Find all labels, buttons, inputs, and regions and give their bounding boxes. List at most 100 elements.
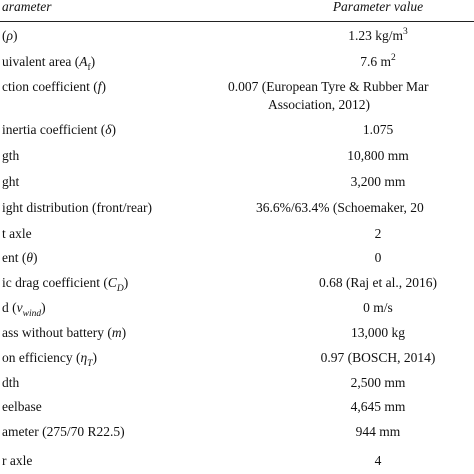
text-run: A [78,54,88,69]
header-cell: Parameter value [332,0,423,14]
header-cell: arameter [2,0,52,14]
text-run: dth [2,375,20,390]
parameter-cell: ent (θ) [2,250,38,265]
text-run: η [80,350,87,365]
text-run: 10,800 mm [347,148,409,163]
text-run: ) [92,350,97,365]
value-cell: 13,000 kg [351,325,405,340]
parameter-cell: (ρ) [2,28,17,43]
text-run: δ [105,122,112,137]
text-run: eelbase [2,399,42,414]
text-run: 2,500 mm [351,375,406,390]
text-run: 1.23 kg/m [348,28,403,43]
value-cell: 4 [375,453,382,468]
parameter-cell: gth [2,148,20,163]
text-run: ass without battery ( [2,325,112,340]
text-run: ameter (275/70 R22.5) [2,424,125,439]
text-run: d ( [2,300,17,315]
value-cell: 2 [375,226,382,241]
value-cell: 7.6 m2 [360,53,396,69]
text-run: ction coefficient ( [2,79,98,94]
text-run: 0.68 (Raj et al., 2016) [319,275,437,290]
text-run: uivalent area ( [2,54,80,69]
parameter-cell: ght [2,174,20,189]
text-run: D [116,284,124,294]
text-run: ρ [6,28,14,43]
text-run: 7.6 m [360,54,391,69]
text-run: 3 [403,27,408,37]
text-run: t axle [2,226,32,241]
text-run: C [108,275,118,290]
value-cell: 1.075 [363,122,394,137]
value-cell: 3,200 mm [351,174,406,189]
parameter-cell: d (vwind) [2,300,46,319]
text-run: f [87,62,91,73]
parameter-cell: ameter (275/70 R22.5) [2,424,125,439]
value-cell: 10,800 mm [347,148,409,163]
text-run: ) [124,275,129,290]
value-cell: 0.007 (European Tyre & Rubber Mar [228,79,429,94]
text-run: v [17,300,23,315]
value-cell: 2,500 mm [351,375,406,390]
value-cell: 0.97 (BOSCH, 2014) [321,350,436,365]
parameter-cell: dth [2,375,20,390]
text-run: θ [26,250,33,265]
text-run: 0 m/s [363,300,393,315]
parameter-cell: ass without battery (m) [2,325,126,340]
text-run: ) [91,54,96,69]
text-run: ) [101,79,106,94]
text-run: ent ( [2,250,27,265]
text-run: ( [2,28,7,43]
value-cell: Association, 2012) [268,97,370,112]
parameter-cell: ic drag coefficient (CD) [2,275,128,294]
text-run: f [98,79,104,94]
parameter-cell: t axle [2,226,32,241]
parameter-cell: ction coefficient (f) [2,79,106,94]
text-run: 36.6%/63.4% (Schoemaker, 20 [256,200,424,215]
text-run: 2 [391,53,396,63]
parameter-cell: on efficiency (ηT) [2,350,97,369]
text-run: 13,000 kg [351,325,405,340]
parameter-cell: uivalent area (Af) [2,54,95,73]
text-run: ight distribution (front/rear) [2,200,152,215]
text-run: arameter [2,0,52,14]
text-run: 4,645 mm [351,399,406,414]
text-run: 944 mm [356,424,401,439]
text-run: Parameter value [332,0,423,14]
value-cell: 4,645 mm [351,399,406,414]
text-run: gth [2,148,20,163]
parameter-cell: ight distribution (front/rear) [2,200,152,215]
text-run: ) [41,300,46,315]
parameter-cell: eelbase [2,399,42,414]
text-run: T [87,359,93,369]
text-run: 3,200 mm [351,174,406,189]
text-run: inertia coefficient ( [2,122,106,137]
parameter-cell: r axle [2,453,32,468]
parameter-cell: inertia coefficient (δ) [2,122,116,137]
text-run: 0.97 (BOSCH, 2014) [321,350,436,365]
text-run: ) [13,28,18,43]
value-cell: 0 m/s [363,300,393,315]
text-run: m [112,325,122,340]
text-run: ght [2,174,20,189]
value-cell: 0 [375,250,382,265]
text-run: 0.007 (European Tyre & Rubber Mar [228,79,429,94]
text-run: 1.075 [363,122,394,137]
value-cell: 1.23 kg/m3 [348,27,408,43]
text-run: on efficiency ( [2,350,81,365]
text-run: ) [33,250,38,265]
value-cell: 36.6%/63.4% (Schoemaker, 20 [256,200,424,215]
value-cell: 944 mm [356,424,401,439]
text-run: ) [111,122,116,137]
text-run: wind [23,309,42,319]
text-run: 2 [375,226,382,241]
text-run: 0 [375,250,382,265]
text-run: 4 [375,453,382,468]
text-run: ic drag coefficient ( [2,275,108,290]
text-run: ) [122,325,127,340]
text-run: r axle [2,453,32,468]
value-cell: 0.68 (Raj et al., 2016) [319,275,437,290]
